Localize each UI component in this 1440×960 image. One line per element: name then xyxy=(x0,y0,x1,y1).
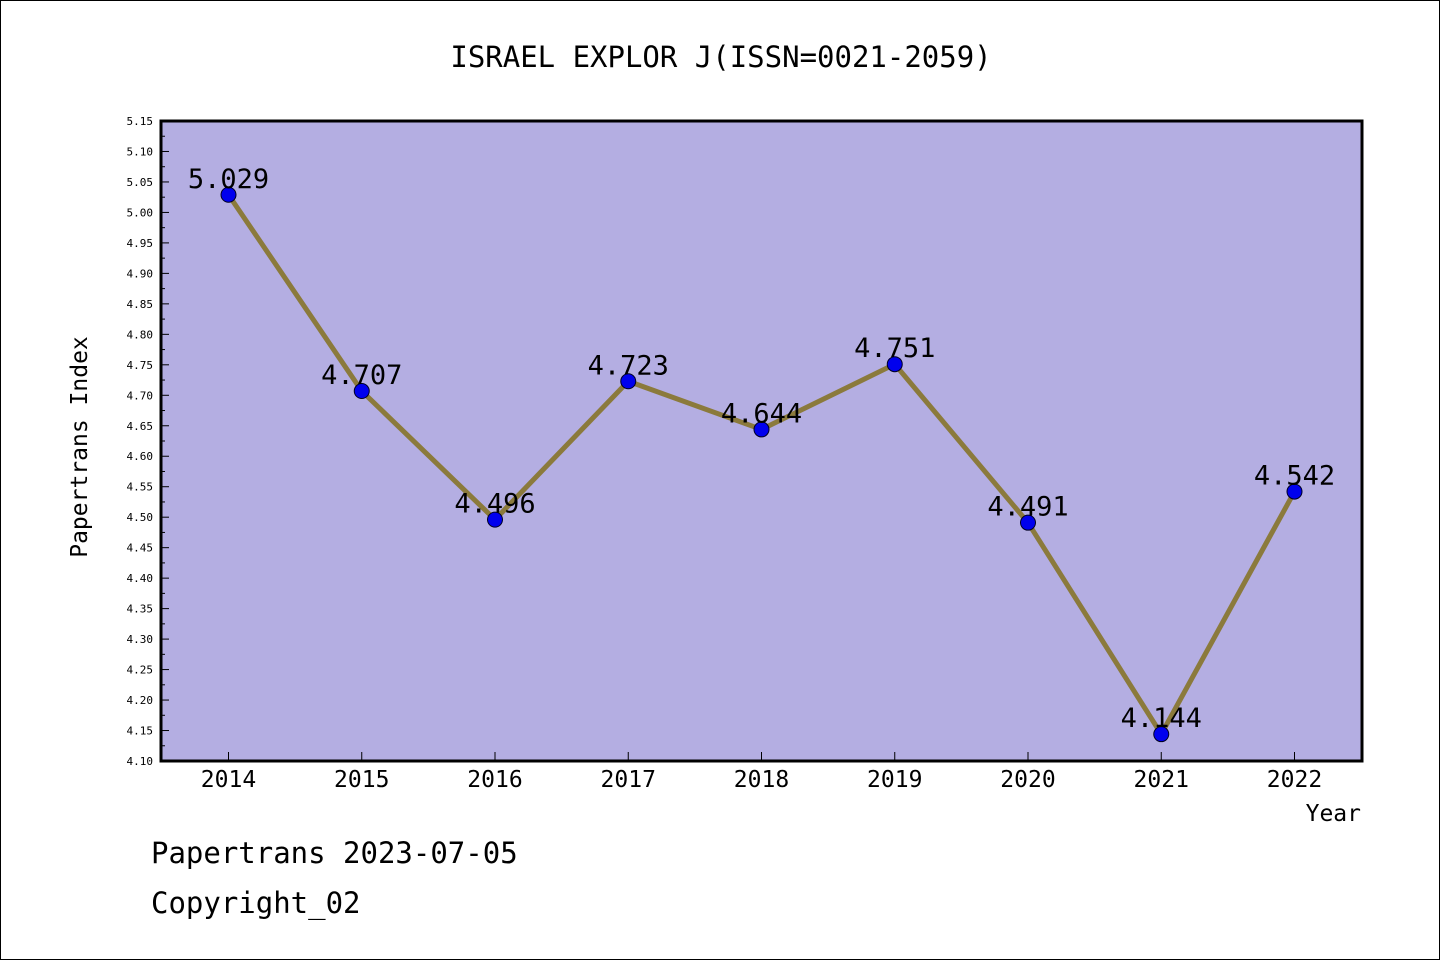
y-tick-label: 5.00 xyxy=(127,206,154,219)
y-tick-label: 4.80 xyxy=(127,328,154,341)
data-point xyxy=(220,186,237,203)
y-tick-label: 4.45 xyxy=(127,542,154,555)
y-tick-label: 4.60 xyxy=(127,450,154,463)
data-point xyxy=(1020,514,1036,531)
data-point xyxy=(1286,483,1303,500)
x-tick-label: 2018 xyxy=(734,767,789,793)
data-label: 4.644 xyxy=(721,398,802,429)
data-label: 4.751 xyxy=(854,333,935,364)
data-label: 4.491 xyxy=(987,492,1068,523)
y-tick-label: 4.70 xyxy=(127,389,154,402)
data-labels: 5.029 4.707 4.496 4.723 4.644 4.751 4.491 4.144… xyxy=(188,164,1335,734)
data-point xyxy=(753,421,770,438)
data-point xyxy=(487,511,503,528)
y-tick-label: 4.85 xyxy=(127,298,154,311)
x-tick-label: 2015 xyxy=(334,767,389,793)
y-tick-label: 4.20 xyxy=(127,694,154,707)
y-tick-label: 4.50 xyxy=(127,511,154,524)
y-tick-label: 4.75 xyxy=(127,359,154,372)
y-tick-label: 4.95 xyxy=(127,237,154,250)
x-axis: 2014 2015 2016 2017 2018 2019 2020 2021 2022 xyxy=(201,752,1322,793)
x-tick-label: 2019 xyxy=(867,767,922,793)
y-tick-label: 4.15 xyxy=(127,725,154,738)
plot-area xyxy=(159,119,1364,763)
data-point xyxy=(353,383,370,400)
y-tick-label: 4.30 xyxy=(127,633,154,646)
x-tick-label: 2014 xyxy=(201,767,256,793)
chart-title: ISRAEL EXPLOR J(ISSN=0021-2059) xyxy=(450,40,991,74)
y-tick-label: 5.15 xyxy=(127,115,154,128)
x-axis-label: Year xyxy=(1306,801,1361,827)
y-axis: 4.10 4.15 4.20 4.25 4.30 4.35 4.40 4.45 4.50 4.55… xyxy=(127,115,169,768)
data-label: 4.496 xyxy=(454,489,535,520)
x-tick-label: 2022 xyxy=(1267,767,1322,793)
data-label: 5.029 xyxy=(188,164,269,195)
x-tick-label: 2020 xyxy=(1000,767,1055,793)
y-tick-label: 4.65 xyxy=(127,420,154,433)
y-tick-label: 4.10 xyxy=(127,755,154,768)
footer-copyright: Copyright_02 xyxy=(151,886,361,920)
data-label: 4.542 xyxy=(1254,461,1335,492)
x-tick-label: 2016 xyxy=(467,767,522,793)
data-point xyxy=(886,356,903,373)
y-tick-label: 4.25 xyxy=(127,664,154,677)
data-point xyxy=(1153,726,1170,743)
y-tick-label: 4.55 xyxy=(127,481,154,494)
y-tick-label: 4.40 xyxy=(127,572,154,585)
data-point xyxy=(620,373,637,390)
x-tick-label: 2017 xyxy=(601,767,656,793)
y-tick-label: 5.10 xyxy=(127,145,154,158)
y-tick-label: 5.05 xyxy=(127,176,154,189)
y-axis-label: Papertrans Index xyxy=(67,336,93,558)
data-label: 4.723 xyxy=(588,350,669,381)
x-tick-label: 2021 xyxy=(1134,767,1189,793)
y-tick-label: 4.90 xyxy=(127,267,154,280)
y-tick-label: 4.35 xyxy=(127,603,154,616)
data-label: 4.707 xyxy=(321,360,402,391)
footer-date: Papertrans 2023-07-05 xyxy=(151,836,518,870)
series-markers xyxy=(220,186,1303,743)
data-label: 4.144 xyxy=(1121,703,1202,734)
